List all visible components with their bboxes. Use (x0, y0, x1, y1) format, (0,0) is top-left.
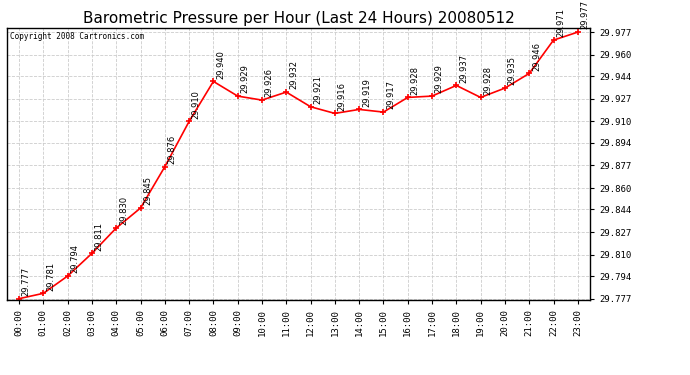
Text: 29.977: 29.977 (580, 0, 589, 29)
Text: 29.781: 29.781 (46, 261, 55, 291)
Text: 29.937: 29.937 (459, 54, 468, 82)
Text: 29.935: 29.935 (508, 56, 517, 86)
Text: 29.928: 29.928 (411, 66, 420, 94)
Text: 29.971: 29.971 (556, 8, 565, 38)
Text: Copyright 2008 Cartronics.com: Copyright 2008 Cartronics.com (10, 32, 144, 41)
Text: 29.811: 29.811 (95, 222, 103, 251)
Text: 29.926: 29.926 (265, 68, 274, 98)
Text: 29.830: 29.830 (119, 196, 128, 225)
Text: 29.917: 29.917 (386, 80, 395, 109)
Title: Barometric Pressure per Hour (Last 24 Hours) 20080512: Barometric Pressure per Hour (Last 24 Ho… (83, 10, 514, 26)
Text: 29.940: 29.940 (216, 50, 225, 79)
Text: 29.946: 29.946 (532, 42, 541, 70)
Text: 29.916: 29.916 (337, 82, 346, 111)
Text: 29.929: 29.929 (435, 64, 444, 93)
Text: 29.777: 29.777 (22, 267, 31, 296)
Text: 29.932: 29.932 (289, 60, 298, 89)
Text: 29.876: 29.876 (168, 135, 177, 164)
Text: 29.919: 29.919 (362, 78, 371, 106)
Text: 29.845: 29.845 (144, 176, 152, 205)
Text: 29.928: 29.928 (484, 66, 493, 94)
Text: 29.794: 29.794 (70, 244, 79, 273)
Text: 29.929: 29.929 (241, 64, 250, 93)
Text: 29.910: 29.910 (192, 90, 201, 118)
Text: 29.921: 29.921 (313, 75, 322, 104)
